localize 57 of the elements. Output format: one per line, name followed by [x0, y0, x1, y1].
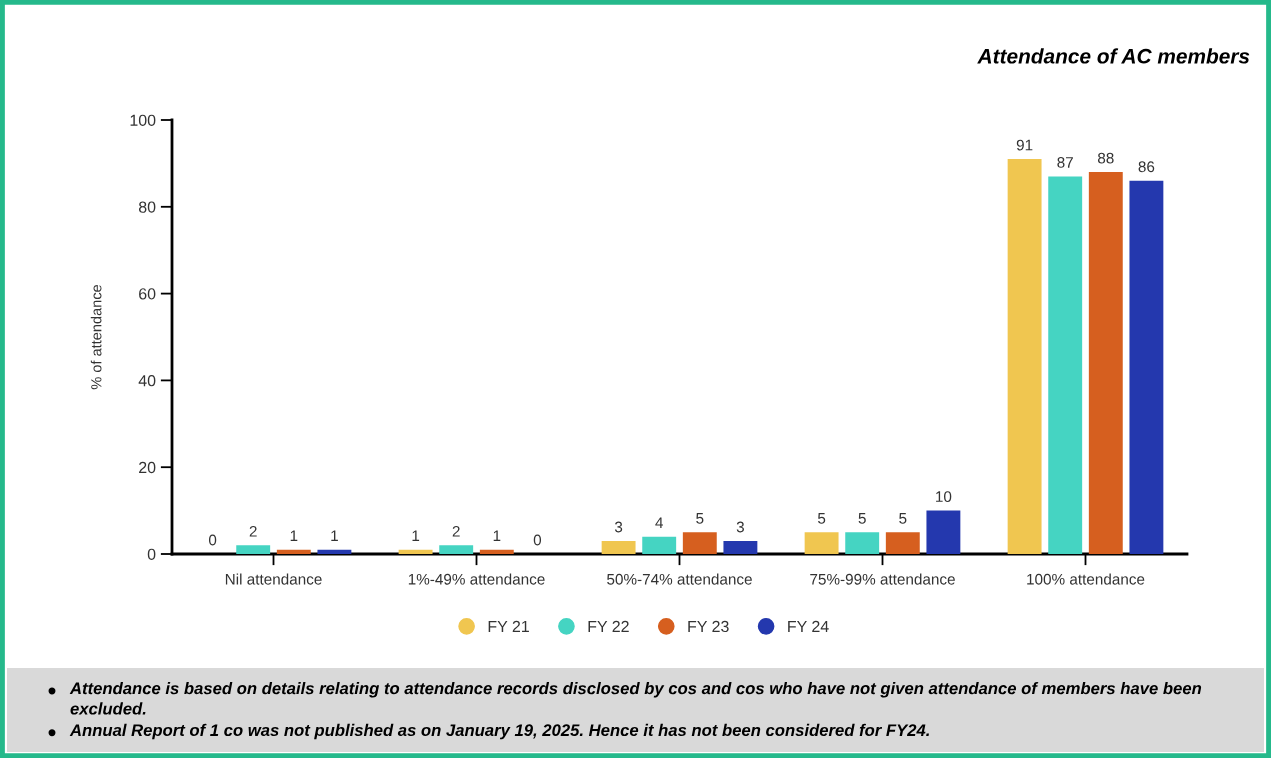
legend-label: FY 24 [788, 620, 829, 632]
data-label: 5 [858, 513, 866, 524]
bar [926, 510, 961, 554]
bar [845, 532, 880, 554]
data-label: 0 [533, 534, 542, 546]
data-label: 1 [290, 530, 298, 541]
data-label: 5 [899, 513, 907, 524]
data-label: 91 [1016, 139, 1033, 151]
x-tick-label: 1%-49% attendance [408, 573, 545, 585]
bar [642, 536, 677, 554]
text: Attendance is based on details relating to attendance records disclosed by cos and cos who have not given attendance of members have been excluded. [69, 682, 1202, 715]
bar [317, 549, 352, 554]
text: Annual Report of 1 co was not published as on January 19, 2025. Hence it has not been considered for FY24. [69, 723, 929, 740]
y-tick-label: 40 [138, 375, 156, 387]
y-tick-label: 0 [147, 548, 156, 560]
bar [885, 532, 920, 554]
y-tick-label: 100 [130, 114, 156, 126]
bar [1048, 176, 1083, 554]
data-label: 0 [208, 534, 217, 546]
data-label: 4 [655, 517, 663, 528]
bar [1129, 180, 1164, 554]
data-label: 1 [493, 530, 501, 541]
bar [398, 549, 433, 554]
y-tick-label: 20 [139, 461, 156, 474]
bar [601, 540, 636, 554]
bar [682, 532, 717, 554]
bar [439, 545, 474, 554]
legend-label: FY 23 [688, 620, 729, 633]
data-label: 10 [936, 491, 952, 503]
chart-title: Attendance of AC members [977, 48, 1250, 64]
x-tick-label: 75%-99% attendance [810, 573, 955, 585]
data-label: 2 [249, 525, 257, 537]
y-tick-label: 80 [138, 201, 156, 213]
bar [479, 549, 514, 554]
data-label: 87 [1057, 157, 1073, 168]
data-label: 3 [614, 521, 623, 533]
data-label: 1 [331, 530, 338, 541]
bar [1088, 172, 1123, 554]
data-label: 1 [412, 530, 420, 541]
bar [723, 540, 758, 554]
legend-label: FY 21 [488, 620, 529, 632]
legend-label: FY 22 [588, 620, 629, 632]
data-label: 3 [736, 521, 744, 533]
bar [1007, 159, 1042, 554]
data-label: 2 [452, 525, 460, 537]
bar [236, 545, 271, 554]
data-label: 5 [696, 513, 704, 524]
data-label: 86 [1138, 161, 1155, 173]
bar [276, 549, 311, 554]
y-axis-title: % of attendance [90, 284, 102, 390]
x-tick-label: 50%-74% attendance [607, 573, 752, 585]
bar [804, 532, 839, 554]
data-label: 5 [817, 513, 826, 524]
x-tick-label: 100% attendance [1027, 573, 1145, 585]
y-tick-label: 60 [139, 288, 156, 300]
data-label: 88 [1097, 152, 1114, 164]
x-tick-label: Nil attendance [225, 573, 322, 585]
